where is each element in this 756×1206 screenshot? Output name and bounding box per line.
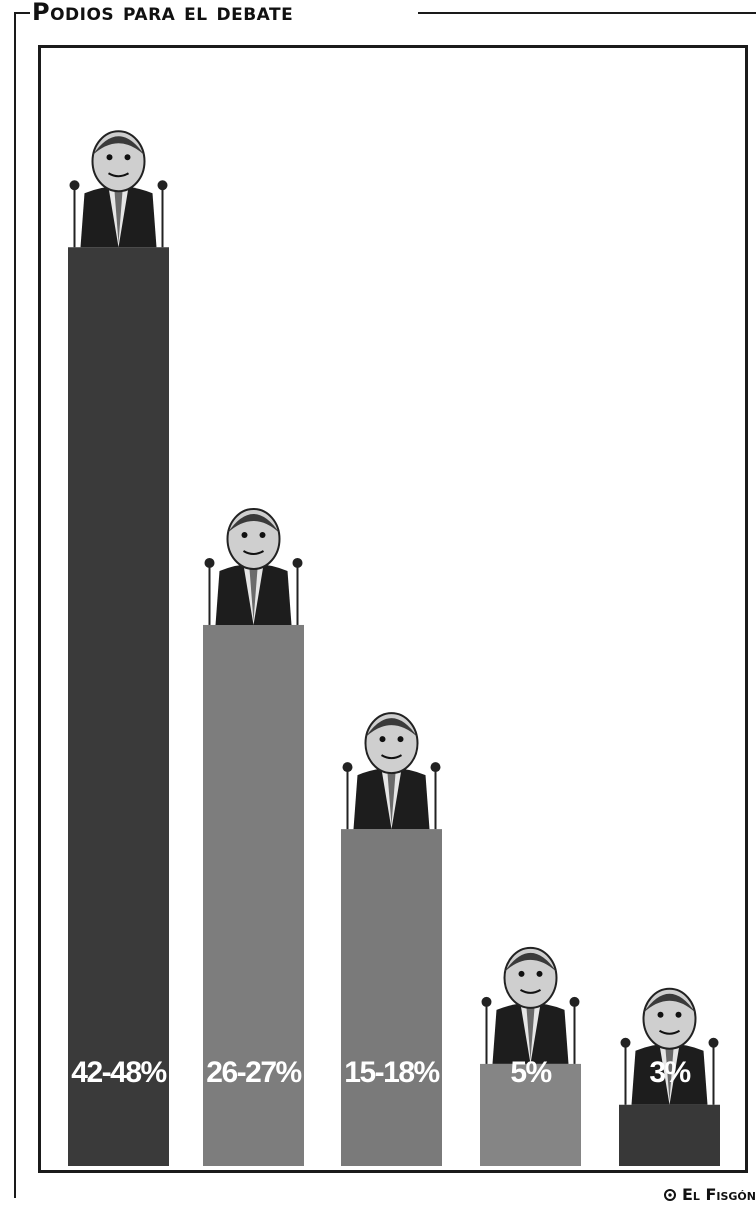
figure-hair xyxy=(227,513,280,533)
mic-right-icon xyxy=(569,996,580,1007)
figure-eye-right xyxy=(124,154,131,161)
bar-5 xyxy=(619,1104,720,1166)
frame-top-left-rule xyxy=(14,12,30,14)
figure-eye-left xyxy=(241,531,248,538)
figure-mouth xyxy=(519,989,542,994)
cartoonist-credit: El Fisgón xyxy=(663,1185,756,1204)
caricature-figure-2 xyxy=(204,507,303,625)
figure-eye-right xyxy=(675,1011,682,1018)
figure-eye-left xyxy=(106,154,113,161)
chart-panel: 42-48% 26-27% 15-18% 5% 3% xyxy=(38,45,748,1173)
figure-eye-right xyxy=(536,970,543,977)
copyright-icon xyxy=(663,1188,676,1201)
figure-mouth xyxy=(107,172,130,178)
bar-chart: 42-48% 26-27% 15-18% 5% 3% xyxy=(68,130,720,1166)
mic-left-icon xyxy=(204,557,215,568)
mic-right-icon xyxy=(708,1037,719,1048)
bar-1 xyxy=(68,247,169,1166)
figure-hair xyxy=(643,993,696,1013)
mic-left-icon xyxy=(620,1037,631,1048)
bar-data-label-1: 42-48% xyxy=(71,1056,166,1089)
caricature-figure-1 xyxy=(69,130,168,248)
figure-hair xyxy=(92,136,145,156)
bar-data-label-2: 26-27% xyxy=(206,1056,301,1089)
figure-tie xyxy=(387,773,396,826)
caricature-figure-3 xyxy=(342,712,441,830)
mic-right-icon xyxy=(292,557,303,568)
figure-eye-right xyxy=(259,531,266,538)
credit-text: El Fisgón xyxy=(681,1185,756,1204)
figure-mouth xyxy=(380,754,403,760)
mic-left-icon xyxy=(481,996,492,1007)
mic-right-icon xyxy=(157,180,168,191)
figure-eye-left xyxy=(379,736,386,743)
figure-eye-left xyxy=(518,970,525,977)
bar-data-label-3: 15-18% xyxy=(344,1056,439,1089)
caricature-figure-4 xyxy=(481,946,580,1064)
figure-tie xyxy=(526,1007,535,1060)
figure-eye-left xyxy=(657,1011,664,1018)
frame-top-right-rule xyxy=(418,12,756,14)
bar-2 xyxy=(203,624,304,1166)
bar-data-label-4: 5% xyxy=(510,1056,551,1089)
figure-mouth xyxy=(242,550,265,555)
bar-3 xyxy=(341,829,442,1166)
frame-left-rule xyxy=(14,12,16,1198)
caricature-figure-5 xyxy=(620,987,719,1105)
bar-4 xyxy=(480,1063,581,1166)
mic-left-icon xyxy=(69,180,80,191)
figure-tie xyxy=(249,568,258,621)
figure-hair xyxy=(365,718,418,738)
chart-title: Podios para el debate xyxy=(32,0,294,26)
mic-left-icon xyxy=(342,762,353,773)
figure-tie xyxy=(665,1048,674,1101)
bar-data-label-5: 3% xyxy=(649,1056,690,1089)
figure-mouth xyxy=(658,1029,681,1035)
figure-tie xyxy=(114,191,123,244)
mic-right-icon xyxy=(430,762,441,773)
figure-eye-right xyxy=(397,736,404,743)
figure-hair xyxy=(504,952,557,972)
